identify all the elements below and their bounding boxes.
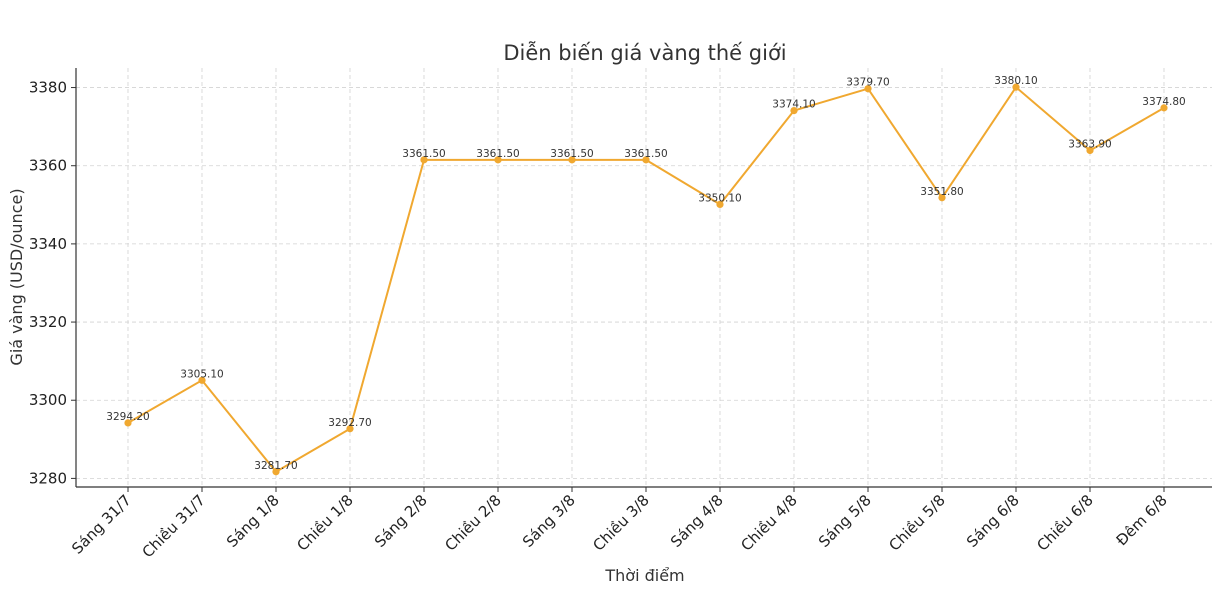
x-tick-label: Chiều 6/8 <box>1033 491 1096 554</box>
data-label: 3294.20 <box>106 411 149 423</box>
data-point <box>272 468 280 476</box>
data-point <box>642 156 650 164</box>
data-label: 3281.70 <box>254 460 297 472</box>
y-axis-label: Giá vàng (USD/ounce) <box>7 188 26 365</box>
x-ticks: Sáng 31/7 Chiều 31/7 Sáng 1/8 Chiều 1/8 Sáng… <box>68 487 1171 561</box>
y-tick-label: 3280 <box>29 469 67 487</box>
data-labels: 3294.20 3305.10 3281.70 3292.70 3361.50 3361.… <box>106 75 1185 472</box>
y-tick-label: 3380 <box>29 79 67 97</box>
data-point <box>494 156 502 164</box>
x-tick-label: Sáng 3/8 <box>519 491 579 551</box>
data-label: 3305.10 <box>180 368 223 380</box>
data-point <box>346 425 354 433</box>
data-point <box>124 419 132 427</box>
x-tick-label: Chiều 2/8 <box>441 491 504 554</box>
data-label: 3380.10 <box>994 75 1037 87</box>
data-label: 3361.50 <box>476 148 519 160</box>
y-tick-label: 3300 <box>29 391 67 409</box>
x-tick-label: Sáng 31/7 <box>68 491 135 558</box>
series-layer <box>124 83 1168 476</box>
data-point <box>1086 146 1094 155</box>
data-label: 3350.10 <box>698 192 741 204</box>
data-label: 3374.10 <box>772 99 815 111</box>
x-tick-label: Chiều 4/8 <box>737 491 800 554</box>
data-point <box>568 156 576 164</box>
axes <box>75 68 1212 488</box>
data-point <box>790 107 798 115</box>
y-tick-label: 3340 <box>29 235 67 253</box>
data-label: 3361.50 <box>550 148 593 160</box>
data-point <box>420 156 428 164</box>
x-tick-label: Chiều 31/7 <box>139 491 209 561</box>
data-label: 3379.70 <box>846 77 889 89</box>
x-tick-label: Chiều 1/8 <box>293 491 356 554</box>
data-label: 3351.80 <box>920 186 963 198</box>
data-label: 3361.50 <box>402 148 445 160</box>
data-label: 3292.70 <box>328 417 371 429</box>
x-tick-label: Sáng 1/8 <box>223 491 283 551</box>
x-tick-label: Chiều 5/8 <box>885 491 948 554</box>
data-point <box>864 85 872 93</box>
chart-title: Diễn biến giá vàng thế giới <box>503 40 786 65</box>
data-point <box>938 194 946 202</box>
y-tick-label: 3320 <box>29 313 67 331</box>
x-tick-label: Sáng 4/8 <box>667 491 727 551</box>
x-tick-label: Chiều 3/8 <box>589 491 652 554</box>
data-point <box>716 200 724 209</box>
x-tick-label: Sáng 5/8 <box>815 491 875 551</box>
x-axis-label: Thời điểm <box>604 566 684 585</box>
y-tick-label: 3360 <box>29 157 67 175</box>
data-point <box>198 376 206 384</box>
data-label: 3361.50 <box>624 148 667 160</box>
y-ticks: 3280 3300 3320 3340 3360 3380 <box>29 79 76 487</box>
data-label: 3374.80 <box>1142 96 1185 108</box>
x-tick-label: Sáng 6/8 <box>963 491 1023 551</box>
x-tick-label: Đêm 6/8 <box>1113 491 1171 549</box>
data-point <box>1012 83 1020 91</box>
grid-lines <box>76 68 1212 487</box>
data-point <box>1160 104 1168 112</box>
data-label: 3363.90 <box>1068 138 1111 150</box>
x-tick-label: Sáng 2/8 <box>371 491 431 551</box>
